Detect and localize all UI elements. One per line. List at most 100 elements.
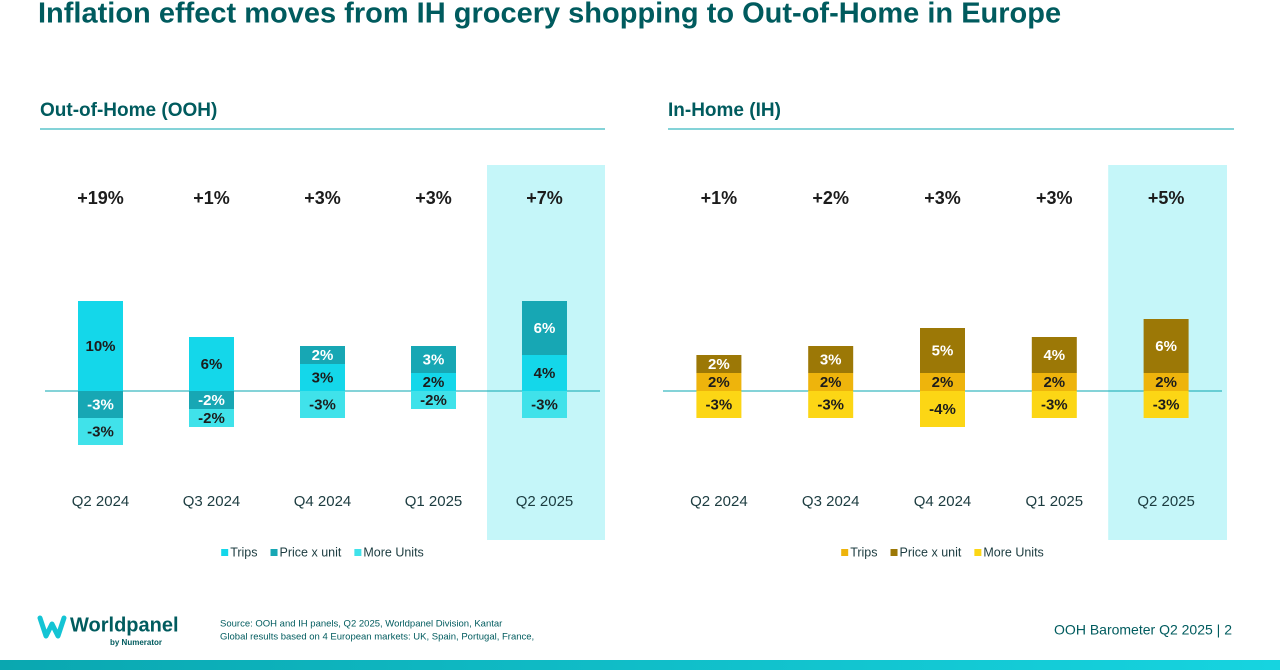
segment-label: 2%: [1155, 374, 1177, 391]
segment-label: -3%: [1153, 396, 1180, 413]
legend-label: Trips: [850, 545, 877, 559]
bar-segment: [300, 346, 345, 364]
chart-title: Out-of-Home (OOH): [40, 100, 217, 121]
segment-label: 2%: [932, 374, 954, 391]
total-label: +3%: [924, 188, 961, 208]
x-tick-label: Q2 2025: [516, 493, 574, 510]
total-label: +19%: [77, 188, 124, 208]
legend-swatch: [974, 549, 982, 556]
bar-segment: [1031, 337, 1077, 373]
source-line: Source: OOH and IH panels, Q2 2025, Worl…: [220, 619, 502, 630]
bar-segment: [78, 301, 123, 391]
bar-segment: [522, 355, 567, 391]
segment-label: 6%: [201, 356, 223, 373]
segment-label: -3%: [87, 396, 114, 413]
segment-label: -3%: [817, 396, 844, 413]
x-tick-label: Q4 2024: [914, 493, 972, 510]
x-tick-label: Q2 2024: [690, 493, 748, 510]
bar-segment: [920, 328, 965, 373]
bar-segment: [1143, 373, 1189, 391]
chart-title: In-Home (IH): [668, 100, 781, 121]
bar-segment: [808, 346, 854, 373]
bar-segment: [189, 409, 234, 427]
chart: Out-of-Home (OOH) 10% -3% -3% +19% Q2 2024 6% -…: [40, 100, 605, 559]
bar-segment: [300, 364, 345, 391]
logo-mark: [37, 615, 67, 639]
total-label: +3%: [1036, 188, 1073, 208]
legend-label: More Units: [983, 545, 1043, 559]
legend-label: Price x unit: [900, 545, 962, 559]
segment-label: 10%: [85, 338, 115, 355]
segment-label: 2%: [312, 347, 334, 364]
legend: Trips Price x unit More Units: [841, 545, 1044, 559]
bar-segment: [1031, 373, 1077, 391]
bottom-stripe: [0, 660, 1280, 670]
segment-label: -2%: [198, 392, 225, 409]
bar-segment: [411, 346, 456, 373]
segment-label: 3%: [820, 351, 842, 368]
slide-title: Inflation effect moves from IH grocery s…: [38, 0, 1061, 30]
legend-label: Price x unit: [280, 545, 342, 559]
x-tick-label: Q3 2024: [802, 493, 860, 510]
segment-label: 3%: [423, 351, 445, 368]
bar-segment: [189, 337, 234, 391]
legend-label: Trips: [230, 545, 257, 559]
segment-label: 6%: [534, 320, 556, 337]
total-label: +5%: [1148, 188, 1185, 208]
legend-swatch: [221, 549, 229, 556]
bar-segment: [1143, 319, 1189, 373]
bar-segment: [808, 391, 854, 418]
bar-segment: [411, 391, 456, 409]
total-label: +1%: [193, 188, 230, 208]
total-label: +3%: [304, 188, 341, 208]
legend-swatch: [890, 549, 898, 556]
total-label: +2%: [812, 188, 849, 208]
segment-label: 2%: [1043, 374, 1065, 391]
bar-segment: [522, 301, 567, 355]
bar-segment: [300, 391, 345, 418]
bar-segment: [78, 391, 123, 418]
total-label: +1%: [701, 188, 738, 208]
total-label: +3%: [415, 188, 452, 208]
segment-label: -2%: [420, 392, 447, 409]
bar-segment: [808, 373, 854, 391]
segment-label: 4%: [1043, 347, 1065, 364]
segment-label: 2%: [708, 356, 730, 373]
legend-label: More Units: [363, 545, 423, 559]
bar-segment: [522, 391, 567, 418]
bar-segment: [920, 373, 965, 391]
x-tick-label: Q1 2025: [405, 493, 463, 510]
segment-label: 5%: [932, 342, 954, 359]
page-label: OOH Barometer Q2 2025 | 2: [1054, 622, 1232, 638]
segment-label: -3%: [1041, 396, 1068, 413]
segment-label: -3%: [87, 423, 114, 440]
legend: Trips Price x unit More Units: [221, 545, 424, 559]
x-tick-label: Q2 2025: [1137, 493, 1195, 510]
legend-swatch: [270, 549, 278, 556]
bar-segment: [696, 391, 742, 418]
segment-label: 6%: [1155, 338, 1177, 355]
total-label: +7%: [526, 188, 563, 208]
legend-swatch: [841, 549, 849, 556]
bar-segment: [1143, 391, 1189, 418]
segment-label: -3%: [531, 396, 558, 413]
segment-label: -4%: [929, 401, 956, 418]
segment-label: 2%: [708, 374, 730, 391]
segment-label: 4%: [534, 365, 556, 382]
bar-segment: [696, 355, 742, 373]
x-tick-label: Q3 2024: [183, 493, 241, 510]
segment-label: -3%: [706, 396, 733, 413]
legend-swatch: [354, 549, 362, 556]
segment-label: -3%: [309, 396, 336, 413]
segment-label: -2%: [198, 410, 225, 427]
bar-segment: [189, 391, 234, 409]
segment-label: 2%: [423, 374, 445, 391]
bar-segment: [696, 373, 742, 391]
x-tick-label: Q1 2025: [1026, 493, 1084, 510]
bar-segment: [1031, 391, 1077, 418]
bar-segment: [78, 418, 123, 445]
x-tick-label: Q4 2024: [294, 493, 352, 510]
segment-label: 3%: [312, 369, 334, 386]
